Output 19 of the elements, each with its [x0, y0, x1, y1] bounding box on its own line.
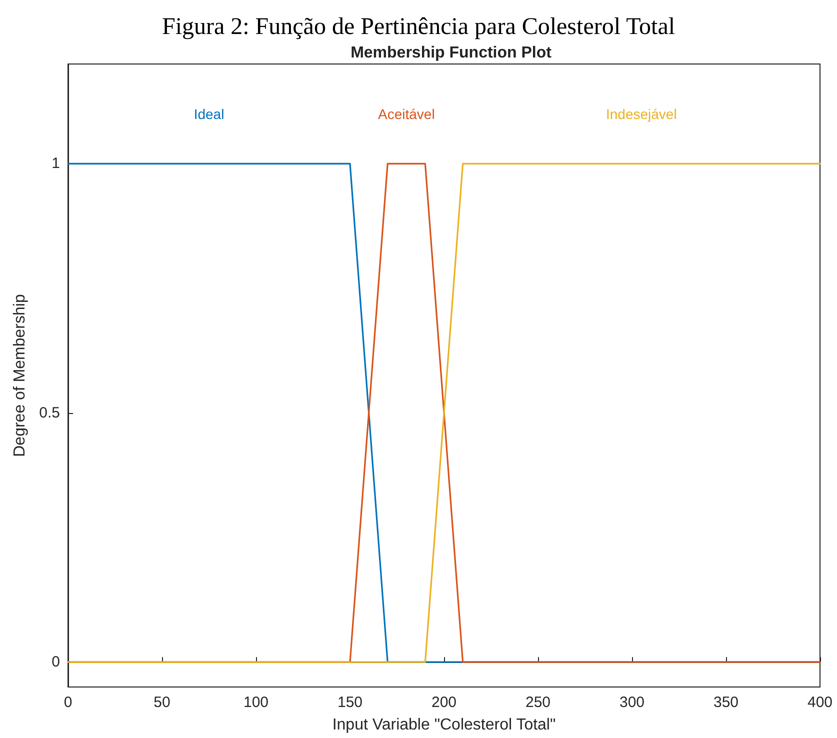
y-tick-label: 0.5	[39, 404, 60, 422]
x-tick-label: 50	[154, 694, 170, 711]
chart-subtitle: Membership Function Plot	[350, 44, 552, 62]
chart-title: Figura 2: Função de Pertinência para Colesterol Total	[162, 14, 676, 40]
x-tick-label: 200	[431, 694, 457, 711]
y-tick-label: 0	[52, 654, 60, 671]
text: Aceitável	[378, 106, 435, 122]
y-axis-title: Degree of Membership	[12, 294, 28, 457]
x-axis-title: Input Variable "Colesterol Total"	[332, 716, 556, 734]
x-tick-label: 0	[64, 694, 72, 711]
x-tick-label: 250	[525, 694, 551, 711]
y-tick-label: 1	[52, 155, 60, 172]
x-tick-label: 150	[337, 694, 363, 711]
x-tick-label: 300	[619, 694, 645, 711]
text: Indesejável	[606, 106, 677, 122]
text: Ideal	[194, 106, 224, 122]
x-tick-label: 100	[243, 694, 269, 711]
x-tick-label: 400	[807, 694, 833, 711]
x-tick-label: 350	[713, 694, 739, 711]
